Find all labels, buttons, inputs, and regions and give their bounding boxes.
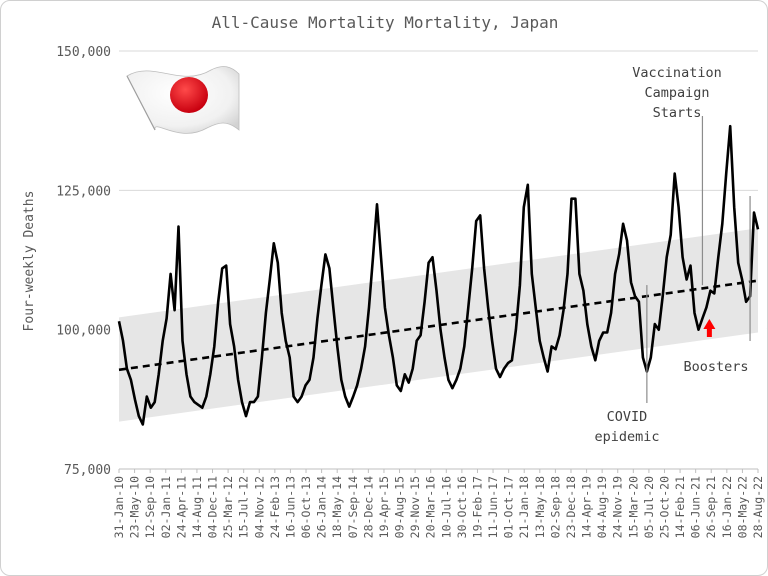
x-tick-label: 12-Sep-10 xyxy=(143,476,157,538)
booster-arrow-icon xyxy=(703,319,716,337)
x-tick-label: 02-Jan-11 xyxy=(159,476,173,538)
x-tick-label: 04-Aug-19 xyxy=(595,476,609,538)
x-tick-label: 24-Apr-11 xyxy=(174,476,188,538)
x-tick-label: 31-Jan-10 xyxy=(112,476,126,538)
booster-arrows xyxy=(703,319,767,337)
x-tick-label: 16-Jan-22 xyxy=(720,476,734,538)
x-tick-label: 24-Nov-19 xyxy=(611,476,625,538)
x-tick-label: 26-Sep-21 xyxy=(704,476,718,538)
y-tick-label: 75,000 xyxy=(64,463,111,478)
y-tick-label: 100,000 xyxy=(56,324,111,339)
x-tick-label: 06-Jun-21 xyxy=(689,476,703,538)
x-tick-label: 13-May-18 xyxy=(533,476,547,538)
y-tick-label: 150,000 xyxy=(56,45,111,60)
y-tick-label: 125,000 xyxy=(56,184,111,199)
x-tick-label: 16-Jun-13 xyxy=(283,476,297,538)
chart-title: All-Cause Mortality Mortality, Japan xyxy=(212,13,559,32)
x-axis-ticks: 31-Jan-10 23-May-10 12-Sep-10 02-Jan-11 24-A… xyxy=(112,469,765,538)
x-tick-label: 29-Nov-15 xyxy=(408,476,422,538)
x-tick-label: 20-Mar-16 xyxy=(424,476,438,538)
x-tick-label: 28-Aug-22 xyxy=(751,476,765,538)
annotation-text: epidemic xyxy=(594,429,659,445)
annotation-text: Vaccination xyxy=(632,65,721,81)
x-tick-label: 05-Jul-20 xyxy=(642,476,656,538)
annotation-text: COVID xyxy=(607,409,648,425)
x-tick-label: 15-Mar-20 xyxy=(626,476,640,538)
x-tick-label: 09-Aug-15 xyxy=(393,476,407,538)
x-tick-label: 10-Jul-16 xyxy=(439,476,453,538)
x-tick-label: 23-Dec-18 xyxy=(564,476,578,538)
annotations: Vaccination Campaign Starts COVID epidemic Bo… xyxy=(594,65,751,445)
x-tick-label: 04-Dec-11 xyxy=(206,476,220,538)
x-tick-label: 02-Sep-18 xyxy=(548,476,562,538)
x-tick-label: 30-Oct-16 xyxy=(455,476,469,538)
x-tick-label: 25-Oct-20 xyxy=(657,476,671,538)
x-tick-label: 18-May-14 xyxy=(330,476,344,538)
trend-band xyxy=(119,228,758,422)
x-tick-label: 21-Jan-18 xyxy=(517,476,531,538)
annotation-text: Boosters xyxy=(683,359,748,375)
x-tick-label: 19-Apr-15 xyxy=(377,476,391,538)
x-tick-label: 19-Feb-17 xyxy=(470,476,484,538)
x-tick-label: 28-Dec-14 xyxy=(361,476,375,538)
x-tick-label: 23-May-10 xyxy=(128,476,142,538)
x-tick-label: 25-Mar-12 xyxy=(221,476,235,538)
y-axis-label: Four-weekly Deaths xyxy=(22,191,37,332)
y-axis-ticks: 75,000 100,000 125,000 150,000 xyxy=(56,45,111,478)
x-tick-label: 04-Nov-12 xyxy=(252,476,266,538)
annotation-text: Campaign xyxy=(644,85,709,101)
x-tick-label: 14-Aug-11 xyxy=(190,476,204,538)
x-tick-label: 14-Feb-21 xyxy=(673,476,687,538)
x-tick-label: 26-Jan-14 xyxy=(315,476,329,538)
japan-flag-icon xyxy=(126,66,240,134)
x-tick-label: 01-Oct-17 xyxy=(502,476,516,538)
x-tick-label: 08-May-22 xyxy=(735,476,749,538)
x-tick-label: 14-Apr-19 xyxy=(580,476,594,538)
x-tick-label: 06-Oct-13 xyxy=(299,476,313,538)
x-tick-label: 24-Feb-13 xyxy=(268,476,282,538)
deaths-series-line xyxy=(117,124,760,426)
x-tick-label: 11-Jun-17 xyxy=(486,476,500,538)
annotation-text: Starts xyxy=(653,105,702,121)
x-tick-label: 15-Jul-12 xyxy=(237,476,251,538)
booster-arrow-icon xyxy=(766,328,767,329)
x-tick-label: 07-Sep-14 xyxy=(346,476,360,538)
